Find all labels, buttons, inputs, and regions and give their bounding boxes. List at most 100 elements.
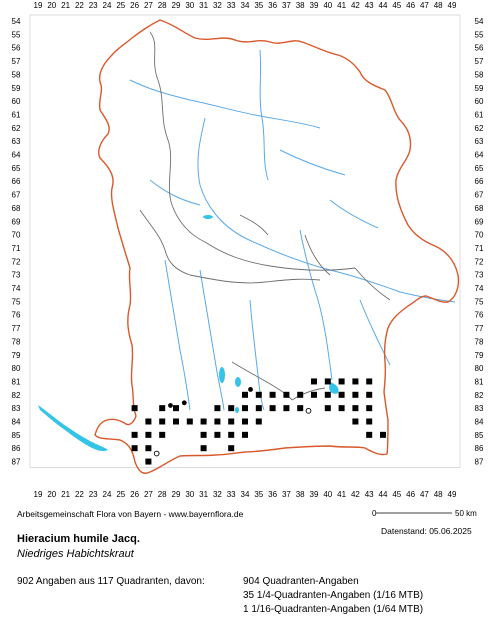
occurrence-records: [131, 378, 386, 465]
species-german-name: Niedriges Habichtskraut: [17, 548, 134, 560]
x-tick-label: 21: [61, 1, 70, 10]
x-tick-label: 23: [89, 1, 98, 10]
record-square: [324, 391, 331, 398]
y-tick-label: 85: [12, 431, 21, 440]
y-tick-label: 80: [12, 364, 21, 373]
x-tick-label: 43: [365, 490, 374, 499]
record-square: [366, 431, 373, 438]
x-tick-label: 40: [323, 490, 332, 499]
record-square: [255, 405, 262, 412]
y-tick-label: 61: [12, 110, 21, 119]
y-tick-label: 54: [12, 17, 21, 26]
y-tick-label: 81: [12, 377, 21, 386]
y-tick-label: 65: [475, 164, 484, 173]
y-tick-label: 77: [12, 324, 21, 333]
x-tick-label: 22: [75, 1, 84, 10]
y-tick-label: 54: [475, 17, 484, 26]
y-tick-label: 71: [12, 244, 21, 253]
y-tick-label: 79: [12, 351, 21, 360]
record-square: [159, 431, 166, 438]
x-tick-label: 42: [351, 490, 360, 499]
record-dot: [168, 403, 173, 408]
y-tick-label: 76: [12, 311, 21, 320]
y-tick-label: 68: [12, 204, 21, 213]
y-tick-label: 71: [475, 244, 484, 253]
x-tick-label: 48: [434, 490, 443, 499]
y-tick-label: 60: [12, 97, 21, 106]
y-tick-label: 85: [475, 431, 484, 440]
record-square: [338, 378, 345, 385]
record-square: [145, 458, 152, 465]
y-axis-labels-right: 54 55 56 57 58 59 60 61 62 63 64 65 66 67 68 69 70 71 72 73…: [475, 17, 484, 467]
x-tick-label: 27: [144, 1, 153, 10]
y-tick-label: 55: [475, 30, 484, 39]
x-tick-label: 46: [406, 490, 415, 499]
x-tick-label: 22: [75, 490, 84, 499]
y-tick-label: 83: [475, 404, 484, 413]
record-square: [255, 418, 262, 425]
grid-lines: [29, 14, 461, 468]
record-square: [338, 391, 345, 398]
record-square: [352, 405, 359, 412]
x-tick-label: 26: [130, 1, 139, 10]
y-tick-label: 84: [475, 418, 484, 427]
x-tick-label: 32: [213, 1, 222, 10]
y-tick-label: 66: [475, 177, 484, 186]
scale-end-label: 50 km: [455, 509, 477, 518]
y-tick-label: 64: [475, 151, 484, 160]
x-tick-label: 49: [448, 1, 457, 10]
record-square: [352, 378, 359, 385]
record-square: [228, 405, 235, 412]
x-axis-labels-top: 19 20 21 22 23 24 25 26 27 28 29 30 31 32 33 34 35 36 37 38…: [34, 1, 457, 10]
record-square: [131, 405, 138, 412]
y-tick-label: 63: [475, 137, 484, 146]
record-square: [297, 405, 304, 412]
x-tick-label: 40: [323, 1, 332, 10]
x-tick-label: 25: [116, 1, 125, 10]
record-square: [173, 405, 179, 412]
record-square: [311, 391, 317, 398]
record-square: [283, 391, 290, 398]
record-square: [159, 405, 166, 412]
record-square: [200, 445, 207, 452]
x-tick-label: 31: [199, 490, 208, 499]
x-tick-label: 19: [34, 490, 43, 499]
x-tick-label: 37: [282, 1, 291, 10]
record-square: [352, 391, 359, 398]
y-tick-label: 70: [12, 231, 21, 240]
x-tick-label: 20: [47, 490, 56, 499]
x-tick-label: 28: [158, 490, 167, 499]
record-square: [200, 431, 207, 438]
x-tick-label: 42: [351, 1, 360, 10]
rivers: [129, 49, 456, 411]
y-tick-label: 87: [12, 458, 21, 467]
y-tick-label: 59: [475, 84, 484, 93]
quarter-quadrant-count: 35 1/4-Quadranten-Angaben (1/16 MTB): [243, 590, 424, 601]
x-tick-label: 41: [337, 490, 346, 499]
y-tick-label: 78: [12, 337, 21, 346]
record-square: [145, 431, 152, 438]
record-square: [283, 405, 290, 412]
y-tick-label: 57: [475, 57, 484, 66]
lakes: [38, 215, 339, 452]
x-tick-label: 32: [213, 490, 222, 499]
x-tick-label: 47: [420, 490, 429, 499]
y-tick-label: 86: [475, 444, 484, 453]
y-tick-label: 69: [12, 217, 21, 226]
record-square: [324, 405, 331, 412]
record-square: [269, 405, 276, 412]
x-tick-label: 24: [103, 1, 112, 10]
x-tick-label: 21: [61, 490, 70, 499]
y-tick-label: 87: [475, 458, 484, 467]
y-tick-label: 56: [12, 44, 21, 53]
x-tick-label: 29: [172, 1, 181, 10]
x-tick-label: 28: [158, 1, 167, 10]
scale-start-label: 0: [372, 509, 377, 518]
y-tick-label: 60: [475, 97, 484, 106]
y-tick-label: 69: [475, 217, 484, 226]
record-square: [228, 445, 235, 452]
y-tick-label: 75: [12, 297, 21, 306]
record-dot: [181, 400, 187, 406]
y-tick-label: 61: [475, 110, 484, 119]
y-tick-label: 80: [475, 364, 484, 373]
